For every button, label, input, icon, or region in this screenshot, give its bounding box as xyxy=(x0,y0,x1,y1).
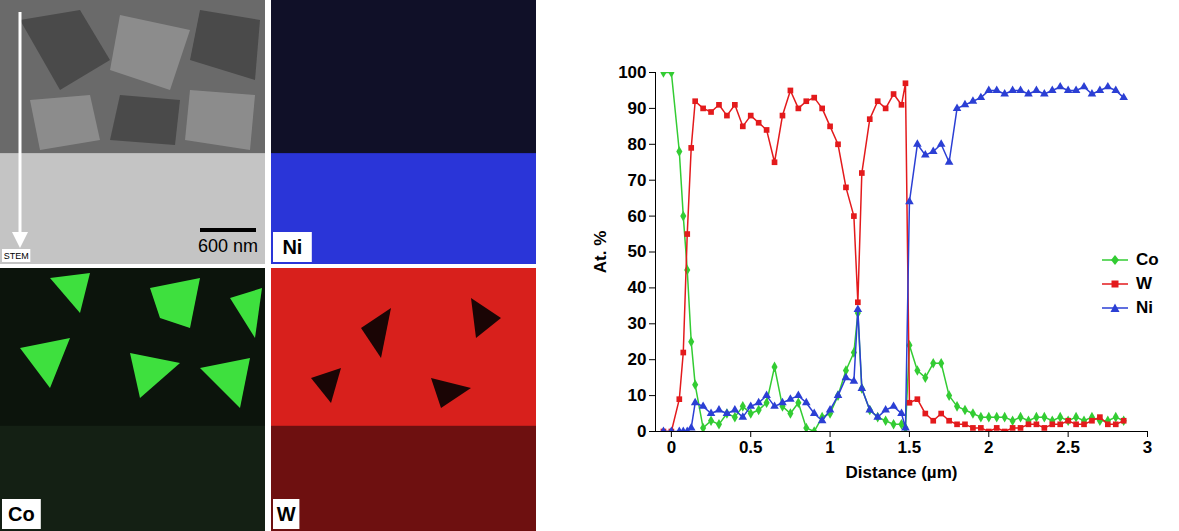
svg-text:10: 10 xyxy=(628,386,647,405)
svg-text:0: 0 xyxy=(637,422,646,441)
html-text:W: W xyxy=(1136,274,1152,293)
svg-text:Distance (µm): Distance (µm) xyxy=(846,463,958,482)
svg-text:20: 20 xyxy=(628,350,647,369)
svg-text:90: 90 xyxy=(628,99,647,118)
svg-text:60: 60 xyxy=(628,207,647,226)
svg-text:30: 30 xyxy=(628,314,647,333)
svg-text:Ni: Ni xyxy=(282,236,302,258)
svg-text:2: 2 xyxy=(984,438,993,457)
svg-text:1: 1 xyxy=(825,438,834,457)
svg-text:STEM: STEM xyxy=(4,251,29,261)
svg-text:100: 100 xyxy=(618,63,646,82)
svg-text:600 nm: 600 nm xyxy=(198,236,258,256)
svg-text:0.5: 0.5 xyxy=(739,438,763,457)
svg-text:At. %: At. % xyxy=(591,231,610,274)
svg-text:2.5: 2.5 xyxy=(1056,438,1080,457)
svg-text:70: 70 xyxy=(628,171,647,190)
svg-text:W: W xyxy=(277,503,296,525)
svg-text:40: 40 xyxy=(628,278,647,297)
svg-text:80: 80 xyxy=(628,135,647,154)
html-text:Co: Co xyxy=(1136,250,1159,269)
svg-text:0: 0 xyxy=(667,438,676,457)
svg-text:1.5: 1.5 xyxy=(898,438,922,457)
svg-text:3: 3 xyxy=(1143,438,1152,457)
svg-text:Co: Co xyxy=(8,503,35,525)
html-text:Ni: Ni xyxy=(1136,298,1153,317)
svg-text:50: 50 xyxy=(628,242,647,261)
